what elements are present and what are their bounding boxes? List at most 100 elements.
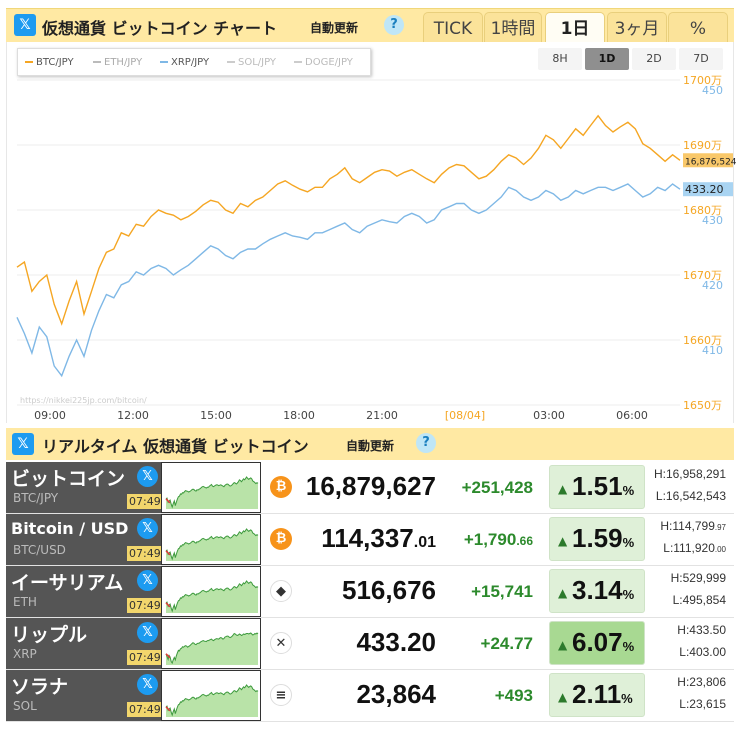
percent-change: 1.51%: [572, 471, 635, 501]
legend-item-xrp[interactable]: XRP/JPY: [160, 57, 209, 68]
ticker-row[interactable]: イーサリアム ETH 𝕏 07:49 ◆ 516,676 +15,741 ▲ 3.14% H:52…: [6, 566, 734, 618]
realtime-header: 𝕏 リアルタイム 仮想通貨 ビットコイン 自動更新 ?: [6, 428, 734, 460]
x-twitter-icon[interactable]: 𝕏: [137, 622, 158, 643]
sparkline-chart[interactable]: [161, 462, 261, 513]
ticker-row[interactable]: リップル XRP 𝕏 07:49 ✕ 433.20 +24.77 ▲ 6.07% H:433.50…: [6, 618, 734, 670]
price-change: +15,741: [471, 582, 533, 601]
help-icon[interactable]: ?: [384, 15, 404, 35]
coin-name-cell[interactable]: ビットコイン BTC/JPY 𝕏 07:49: [6, 462, 163, 513]
btc-axis-tick-label: 1650万: [683, 399, 722, 412]
up-arrow-icon: ▲: [558, 534, 568, 548]
percent-change: 3.14%: [572, 575, 635, 605]
percent-change-box: ▲ 2.11%: [549, 673, 645, 717]
help-icon[interactable]: ?: [416, 433, 436, 453]
sparkline-drop: [165, 602, 171, 608]
x-twitter-icon[interactable]: 𝕏: [137, 518, 158, 539]
sparkline-chart[interactable]: [161, 670, 261, 721]
legend-item-doge[interactable]: DOGE/JPY: [294, 57, 353, 68]
tab-1hour[interactable]: 1時間: [484, 12, 542, 45]
btc-axis-tick-label: 1670万: [683, 269, 722, 282]
coin-name[interactable]: ビットコイン: [11, 468, 126, 490]
day-low: L:111,920.00: [663, 541, 726, 555]
sparkline-line: [165, 476, 259, 509]
xrp-axis-tick-label: 430: [702, 214, 723, 227]
sparkline-chart[interactable]: [161, 514, 261, 565]
coin-pair: BTC/USD: [13, 543, 66, 557]
xrp-current-tag: [683, 182, 733, 197]
day-high: H:433.50: [677, 623, 726, 637]
tab-percent[interactable]: %: [668, 12, 728, 45]
btc-axis-tick-label: 1680万: [683, 204, 722, 217]
sparkline-chart[interactable]: [161, 618, 261, 669]
sparkline-chart[interactable]: [161, 566, 261, 617]
day-low: L:495,854: [672, 593, 726, 607]
up-arrow-icon: ▲: [558, 690, 568, 704]
x-axis-tick-label: 06:00: [616, 409, 648, 422]
coin-price: 516,676: [342, 575, 436, 605]
coin-name-cell[interactable]: Bitcoin / USD BTC/USD 𝕏 07:49: [6, 514, 163, 565]
sparkline-line: [165, 528, 259, 561]
range-1d-button[interactable]: 1D: [585, 48, 629, 70]
legend-item-btc[interactable]: BTC/JPY: [25, 57, 74, 68]
update-time: 07:49: [127, 650, 163, 665]
day-low: L:403.00: [679, 645, 726, 659]
ticker-row[interactable]: ソラナ SOL 𝕏 07:49 ≡ 23,864 +493 ▲ 2.11% H:23,806 L:2…: [6, 670, 734, 722]
coin-name[interactable]: ソラナ: [11, 676, 69, 698]
update-time: 07:49: [127, 546, 163, 561]
tab-3months[interactable]: 3ヶ月: [607, 12, 667, 45]
up-arrow-icon: ▲: [558, 482, 568, 496]
coin-name[interactable]: イーサリアム: [11, 572, 124, 594]
range-2d-button[interactable]: 2D: [632, 48, 676, 70]
coin-name[interactable]: Bitcoin / USD: [11, 519, 129, 538]
x-axis-tick-label: 18:00: [283, 409, 315, 422]
xrp-axis-tick-label: 420: [702, 279, 723, 292]
x-twitter-icon[interactable]: 𝕏: [137, 466, 158, 487]
range-8h-button[interactable]: 8H: [538, 48, 582, 70]
ticker-row[interactable]: Bitcoin / USD BTC/USD 𝕏 07:49 ₿ 114,337.01 +1,…: [6, 514, 734, 566]
coin-pair: ETH: [13, 595, 37, 609]
coin-price: 23,864: [356, 679, 436, 709]
x-twitter-icon[interactable]: 𝕏: [137, 570, 158, 591]
btc-axis-tick-label: 1690万: [683, 139, 722, 152]
sparkline-line: [165, 684, 259, 717]
percent-change-box: ▲ 1.59%: [549, 517, 645, 561]
sparkline-area: [166, 529, 258, 561]
btc-current-value: 16,876,524: [685, 157, 737, 167]
realtime-title: リアルタイム 仮想通貨 ビットコイン: [42, 437, 309, 456]
tab-1day[interactable]: 1日: [545, 12, 605, 45]
legend-line-icon: [294, 61, 302, 63]
coin-name-cell[interactable]: ソラナ SOL 𝕏 07:49: [6, 670, 163, 721]
coin-price: 433.20: [356, 627, 436, 657]
update-time: 07:49: [127, 702, 163, 717]
tab-tick[interactable]: TICK: [423, 12, 483, 45]
auto-update-label: 自動更新: [346, 439, 395, 453]
day-low: L:16,542,543: [655, 489, 726, 503]
btc-axis-tick-label: 1660万: [683, 334, 722, 347]
coin-name-cell[interactable]: リップル XRP 𝕏 07:49: [6, 618, 163, 669]
x-twitter-icon[interactable]: 𝕏: [137, 674, 158, 695]
ethereum-icon: ◆: [270, 580, 292, 602]
sparkline-area: [166, 581, 258, 613]
sparkline-area: [166, 685, 258, 717]
percent-change: 1.59%: [572, 523, 635, 553]
legend-item-sol[interactable]: SOL/JPY: [227, 57, 276, 68]
x-axis-tick-label: 12:00: [117, 409, 149, 422]
sparkline-drop: [165, 550, 171, 556]
coin-name[interactable]: リップル: [11, 624, 88, 646]
legend-line-icon: [227, 61, 235, 63]
xrp-icon: ✕: [270, 632, 292, 654]
solana-icon: ≡: [270, 684, 292, 706]
day-high: H:23,806: [677, 675, 726, 689]
range-7d-button[interactable]: 7D: [679, 48, 723, 70]
x-axis-tick-label: 03:00: [533, 409, 565, 422]
ticker-row[interactable]: ビットコイン BTC/JPY 𝕏 07:49 ₿ 16,879,627 +251,428 ▲ 1…: [6, 462, 734, 514]
legend-line-icon: [25, 61, 33, 63]
x-twitter-icon[interactable]: 𝕏: [12, 433, 34, 455]
coin-name-cell[interactable]: イーサリアム ETH 𝕏 07:49: [6, 566, 163, 617]
sparkline-area: [166, 477, 258, 509]
legend-line-icon: [160, 61, 168, 63]
series-line-xrp-jpy: [16, 183, 681, 378]
legend-item-eth[interactable]: ETH/JPY: [93, 57, 142, 68]
x-twitter-icon[interactable]: 𝕏: [14, 14, 36, 36]
